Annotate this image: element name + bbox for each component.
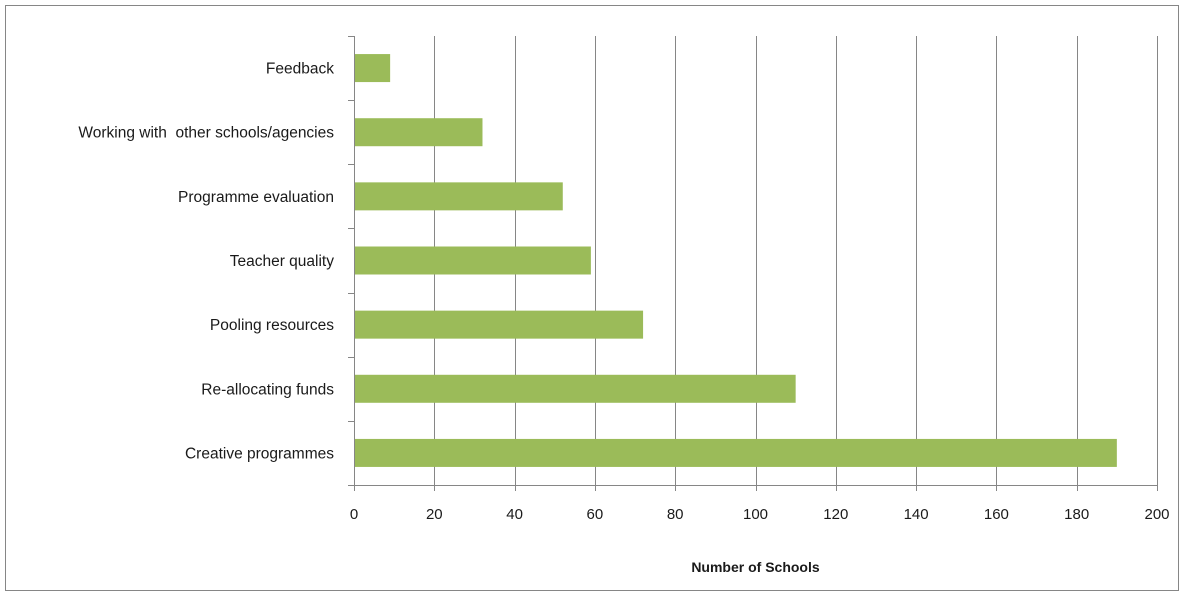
x-tick-label-160: 160 [984, 506, 1009, 523]
x-tick-label-0: 0 [350, 506, 358, 523]
y-category-label: Feedback [266, 61, 334, 78]
x-tick-label-180: 180 [1064, 506, 1089, 523]
y-category-label: Pooling resources [210, 317, 334, 334]
bar-teacher-quality [355, 246, 591, 275]
gridlines [434, 36, 1158, 485]
x-tick-label-140: 140 [904, 506, 929, 523]
y-category-label: Programme evaluation [178, 189, 334, 206]
bar-creative-programmes [355, 438, 1117, 467]
x-tick-label-100: 100 [743, 506, 768, 523]
bar-re-allocating-funds [355, 374, 796, 403]
x-tick-label-120: 120 [823, 506, 848, 523]
bar-working-with-other-schools-agencies [355, 118, 483, 147]
x-axis-title: Number of Schools [691, 559, 820, 575]
bars [355, 54, 1117, 467]
x-tick-label-20: 20 [426, 506, 443, 523]
y-category-label: Working with other schools/agencies [78, 125, 334, 142]
bar-feedback [355, 54, 391, 83]
x-tick-label-40: 40 [506, 506, 523, 523]
labels: 0 20 40 60 80 100 120 140 160 180 200 Feedback Worki… [78, 61, 1169, 523]
y-category-label: Teacher quality [230, 253, 335, 270]
y-category-label: Creative programmes [185, 445, 334, 462]
bar-programme-evaluation [355, 182, 563, 211]
axes [348, 36, 1158, 491]
y-category-label: Re-allocating funds [201, 381, 334, 398]
x-tick-label-200: 200 [1144, 506, 1169, 523]
x-tick-label-80: 80 [667, 506, 684, 523]
x-tick-label-60: 60 [587, 506, 604, 523]
chart-frame [5, 5, 1179, 591]
bar-pooling-resources [355, 310, 644, 339]
